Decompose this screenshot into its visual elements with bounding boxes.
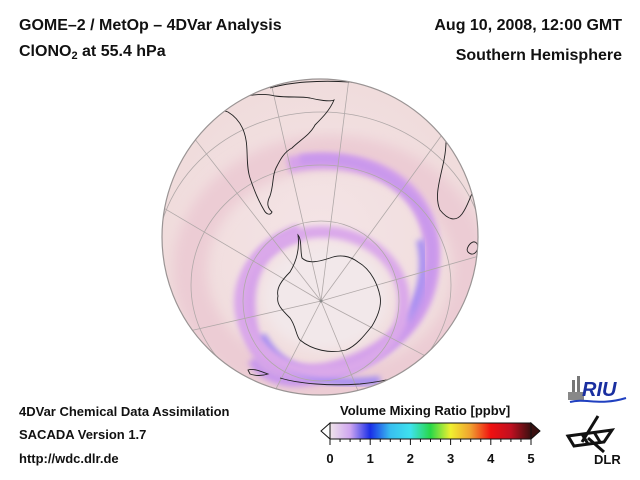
footer-line2: SACADA Version 1.7 xyxy=(19,427,147,442)
species-label: ClONO2 at 55.4 hPa xyxy=(19,43,166,62)
footer-url[interactable]: http://wdc.dlr.de xyxy=(19,451,119,466)
south-pole-marker xyxy=(319,299,323,303)
pressure-level: at 55.4 hPa xyxy=(77,43,166,60)
colorbar-tick-label: 5 xyxy=(527,451,535,466)
title-line1: GOME–2 / MetOp – 4DVar Analysis xyxy=(19,17,282,34)
species-name: ClONO xyxy=(19,43,72,60)
colorbar-ticks xyxy=(329,439,532,445)
coast-south-america xyxy=(217,94,335,215)
colorbar-gradient xyxy=(329,422,532,440)
species-subscript: 2 xyxy=(71,50,78,62)
region-label: Southern Hemisphere xyxy=(455,47,622,64)
coast-new-zealand xyxy=(247,369,270,376)
date-label: Aug 10, 2008, 12:00 GMT xyxy=(434,17,622,34)
globe-outline xyxy=(161,78,479,396)
dlr-logo: DLR xyxy=(564,414,628,471)
colorbar-tick-label: 2 xyxy=(406,451,415,466)
riu-logo-text: RIU xyxy=(582,379,617,401)
field-band-outer xyxy=(173,135,478,395)
coast-madagascar xyxy=(466,241,478,255)
field-layer xyxy=(162,79,478,395)
field-band-inner xyxy=(234,226,410,378)
colorbar-tick-label: 0 xyxy=(326,451,334,466)
colorbar-title: Volume Mixing Ratio [ppbv] xyxy=(340,403,511,418)
riu-logo: RIU xyxy=(566,374,630,411)
dlr-logo-text: DLR xyxy=(594,452,621,466)
colorbar-tick-label: 4 xyxy=(487,451,495,466)
polar-low-region xyxy=(263,246,387,350)
field-peak-east xyxy=(401,238,428,323)
colorbar-tick-label: 1 xyxy=(366,451,374,466)
coast-antarctica xyxy=(277,233,381,352)
colorbar-min-extension xyxy=(320,421,331,441)
coast-africa xyxy=(437,103,475,220)
colorbar-tick-label: 3 xyxy=(446,451,455,466)
colorbar-max-extension xyxy=(530,421,541,441)
footer-line1: 4DVar Chemical Data Assimilation xyxy=(19,404,230,419)
